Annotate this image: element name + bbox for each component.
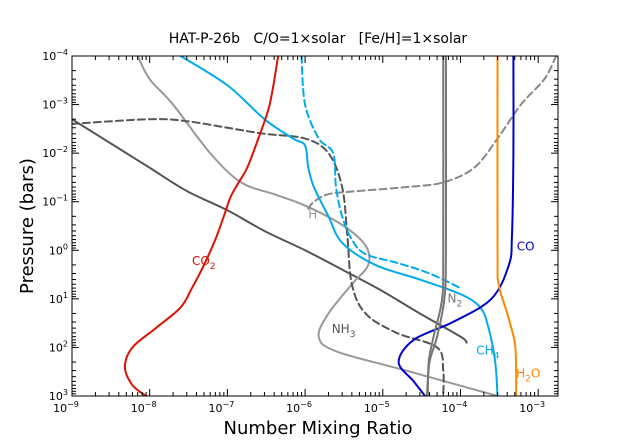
series-line-10 [426, 56, 445, 396]
chart-title: HAT-P-26b C/O=1×solar [Fe/H]=1×solar [169, 31, 468, 47]
x-tick-label: 10−7 [208, 400, 234, 415]
x-tick-label: 10−3 [519, 400, 545, 415]
y-axis-label: Pressure (bars) [17, 158, 38, 294]
annotation-base: H [308, 207, 317, 221]
annotation-label: CO2 [192, 254, 216, 272]
y-tick-label: 10−2 [42, 145, 68, 160]
annotation-subscript: 3 [350, 330, 356, 340]
axis-ticks: 10−9 10−8 10−7 10−6 10−5 10−4 10−3 10−4 10−3 10−2… [42, 48, 558, 415]
annotation-subscript: 4 [494, 352, 500, 362]
annotation-subscript: 2 [210, 262, 216, 272]
series-line-1 [136, 56, 499, 396]
annotation-label: H [308, 207, 317, 221]
annotation-label: H2O [516, 367, 540, 385]
series-line-3 [307, 56, 558, 210]
annotation-base: N [448, 292, 457, 306]
annotation-base: CH [476, 344, 493, 358]
x-tick-label: 10−9 [53, 400, 79, 415]
x-tick-label: 10−6 [286, 400, 312, 415]
plot-frame [71, 55, 559, 397]
annotation-label: CH4 [476, 344, 499, 362]
annotation-subscript: 2 [525, 375, 531, 385]
annotation-subscript: 2 [456, 300, 462, 310]
annotation-label: NH3 [332, 322, 356, 340]
series-line-8 [496, 56, 518, 396]
x-tick-label: 10−8 [131, 400, 157, 415]
series-line-2 [72, 118, 445, 396]
y-tick-label: 10−1 [42, 194, 68, 209]
series-line-5 [300, 56, 462, 290]
x-axis-label: Number Mixing Ratio [224, 418, 413, 439]
x-tick-label: 10−4 [442, 400, 468, 415]
annotation-label: CO [517, 239, 535, 253]
series-line-4 [179, 56, 499, 396]
annotation-tail: O [531, 367, 540, 381]
series-line-6 [123, 56, 280, 396]
y-tick-label: 103 [49, 388, 68, 403]
series-line-7 [397, 56, 515, 396]
y-tick-label: 101 [49, 291, 68, 306]
y-tick-label: 10−3 [42, 97, 68, 112]
annotation-label: N2 [448, 292, 463, 310]
y-tick-label: 100 [49, 242, 68, 257]
annotation-base: CO [192, 254, 210, 268]
x-tick-label: 10−5 [364, 400, 390, 415]
annotation-base: NH [332, 322, 350, 336]
series-line-0 [72, 118, 468, 344]
annotation-base: CO [517, 239, 535, 253]
series-curves [72, 56, 558, 396]
y-tick-label: 102 [49, 339, 68, 354]
y-tick-label: 10−4 [42, 48, 68, 63]
annotation-base: H [516, 367, 525, 381]
